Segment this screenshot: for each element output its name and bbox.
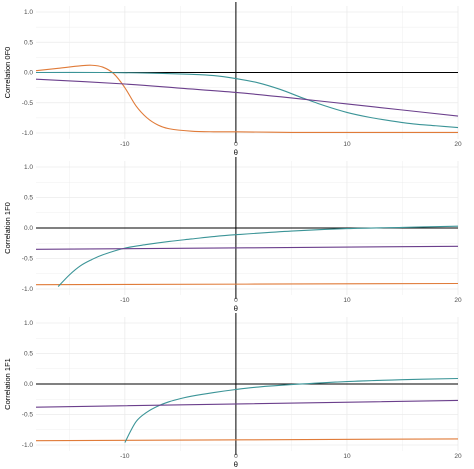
panel-3: -1.0 -0.5 0.0 0.5 1.0 -10 0 10 20 θ Correlation 1F… — [3, 313, 462, 469]
x-axis-title: θ — [234, 304, 238, 313]
series-line-2 — [124, 377, 459, 443]
series-line-1 — [35, 438, 459, 442]
series-line-3 — [35, 245, 459, 250]
y-tick-label: -0.5 — [22, 412, 34, 419]
series-line-2 — [57, 225, 459, 287]
y-tick-label: 1.0 — [24, 9, 33, 16]
x-tick-label: 20 — [454, 297, 462, 304]
x-axis-title: θ — [234, 460, 238, 469]
series-line-3 — [35, 78, 459, 117]
series-line-1 — [35, 282, 459, 286]
y-axis-title: Correlation 1F1 — [3, 358, 12, 410]
y-tick-label: -1.0 — [22, 286, 34, 293]
y-tick-label: -1.0 — [22, 130, 34, 137]
x-tick-label: 0 — [234, 141, 238, 148]
y-axis-title: Correlation 0F0 — [3, 47, 12, 99]
series-line-2 — [35, 71, 459, 129]
y-tick-label: 0.0 — [24, 70, 33, 77]
y-tick-label: 0.5 — [24, 195, 33, 202]
y-tick-label: 0.0 — [24, 381, 33, 388]
x-tick-label: 20 — [454, 453, 462, 460]
y-tick-label: 0.5 — [24, 39, 33, 46]
x-tick-label: -10 — [120, 453, 130, 460]
x-tick-label: 10 — [343, 141, 351, 148]
panel-2: -1.0 -0.5 0.0 0.5 1.0 -10 0 10 20 θ Correlation 1F… — [3, 157, 462, 313]
x-tick-label: -10 — [120, 141, 130, 148]
x-tick-label: 10 — [343, 453, 351, 460]
y-tick-label: 1.0 — [24, 320, 33, 327]
x-tick-label: 0 — [234, 297, 238, 304]
panel-1: -1.0 -0.5 0.0 0.5 1.0 -10 0 10 20 θ Correlation 0F… — [3, 2, 462, 157]
x-axis-title: θ — [234, 148, 238, 157]
series-line-3 — [35, 399, 459, 408]
x-tick-label: 10 — [343, 297, 351, 304]
y-axis-title: Correlation 1F0 — [3, 202, 12, 254]
y-tick-label: -0.5 — [22, 100, 34, 107]
y-tick-label: 0.5 — [24, 351, 33, 358]
x-tick-label: 0 — [234, 453, 238, 460]
y-tick-label: 1.0 — [24, 164, 33, 171]
x-tick-label: 20 — [454, 141, 462, 148]
y-tick-label: -1.0 — [22, 442, 34, 449]
y-tick-label: 0.0 — [24, 225, 33, 232]
x-tick-label: -10 — [120, 297, 130, 304]
y-tick-label: -0.5 — [22, 256, 34, 263]
series-line-1 — [35, 64, 458, 133]
